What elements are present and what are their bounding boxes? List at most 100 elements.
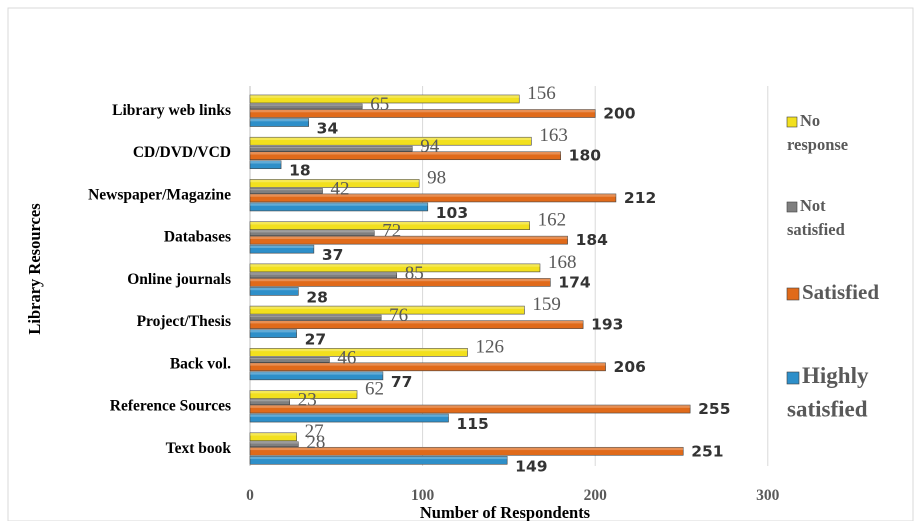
bar-highlight (250, 137, 532, 141)
bar-no-response-databases (249, 221, 530, 230)
y-axis-title: Library Resources (25, 203, 44, 335)
bar-highlight (250, 357, 330, 360)
category-label-databases: Databases (164, 229, 231, 246)
value-label-highly-satisfied-newspaper-magazine: 103 (436, 204, 468, 222)
bar-highlight (250, 320, 584, 324)
bar-highlight (250, 104, 363, 106)
value-label-satisfied-online-journals: 174 (558, 273, 591, 291)
category-label-cd-dvd-vcd: CD/DVD/VCD (133, 144, 231, 161)
bar-satisfied-library-web-links (249, 109, 596, 118)
value-label-satisfied-reference-sources: 255 (698, 400, 730, 418)
legend-label-satisfied: Satisfied (802, 280, 879, 304)
value-label-no-response-databases: 162 (538, 210, 567, 231)
bar-satisfied-databases (249, 235, 568, 245)
bar-highly-satisfied-online-journals (249, 287, 299, 296)
value-label-highly-satisfied-online-journals: 28 (306, 288, 328, 306)
value-label-highly-satisfied-library-web-links: 34 (317, 120, 339, 138)
bar-satisfied-back-vol (249, 362, 606, 372)
bar-no-response-newspaper-magazine (249, 179, 420, 188)
bar-no-response-project-thesis (249, 305, 525, 315)
x-tick-label: 0 (246, 487, 254, 504)
category-label-reference-sources: Reference Sources (110, 398, 231, 415)
legend-label-no-response: response (787, 135, 848, 154)
value-label-highly-satisfied-cd-dvd-vcd: 18 (289, 162, 311, 180)
value-label-no-response-text-book: 27 (305, 421, 324, 442)
bar-highlight (250, 245, 314, 248)
bar-no-response-text-book (249, 432, 297, 442)
value-label-not-satisfied-text-book: 28 (306, 432, 325, 453)
legend-label-no-response: No (800, 111, 820, 130)
legend-swatch-not-satisfied (786, 201, 798, 213)
category-label-online-journals: Online journals (127, 271, 231, 288)
legend-label-not-satisfied: Not (800, 196, 826, 215)
bar-highlight (250, 371, 383, 375)
bar-highly-satisfied-databases (249, 244, 315, 254)
value-label-highly-satisfied-back-vol: 77 (391, 373, 413, 391)
bar-highlight (250, 109, 596, 113)
legend-label-not-satisfied: satisfied (787, 220, 845, 239)
bar-highlight (250, 272, 397, 275)
x-axis-title: Number of Respondents (420, 503, 591, 521)
bar-highlight (250, 390, 358, 394)
bar-satisfied-project-thesis (249, 320, 584, 329)
bar-highlight (250, 441, 299, 444)
bar-highlight (250, 315, 382, 317)
bar-no-response-reference-sources (249, 390, 358, 399)
value-label-satisfied-text-book: 251 (691, 442, 723, 460)
bar-highlight (250, 146, 413, 148)
bar-highlight (250, 456, 508, 460)
value-label-not-satisfied-databases: 72 (382, 221, 401, 242)
bar-satisfied-cd-dvd-vcd (249, 151, 561, 161)
value-label-highly-satisfied-project-thesis: 27 (305, 331, 327, 349)
bar-highly-satisfied-project-thesis (249, 329, 297, 338)
value-label-satisfied-cd-dvd-vcd: 180 (569, 147, 602, 165)
value-label-no-response-newspaper-magazine: 98 (427, 167, 446, 188)
value-label-no-response-online-journals: 168 (548, 252, 577, 273)
bar-highlight (250, 306, 525, 309)
value-label-not-satisfied-back-vol: 46 (337, 347, 356, 368)
bar-highlight (250, 278, 551, 282)
category-label-newspaper-magazine: Newspaper/Magazine (88, 186, 231, 203)
bar-not-satisfied-reference-sources (249, 399, 290, 405)
value-label-satisfied-library-web-links: 200 (603, 105, 636, 123)
bar-highly-satisfied-back-vol (249, 371, 384, 381)
value-label-highly-satisfied-databases: 37 (322, 246, 344, 264)
value-label-highly-satisfied-reference-sources: 115 (456, 415, 488, 433)
value-label-satisfied-newspaper-magazine: 212 (624, 189, 656, 207)
bar-not-satisfied-newspaper-magazine (249, 188, 323, 194)
bar-satisfied-reference-sources (249, 404, 691, 414)
value-label-not-satisfied-reference-sources: 23 (298, 390, 317, 411)
bar-highlight (250, 179, 420, 183)
value-label-no-response-project-thesis: 159 (532, 294, 561, 315)
legend-swatch-highly-satisfied (786, 371, 800, 385)
bar-highlight (250, 405, 691, 408)
value-label-not-satisfied-online-journals: 85 (405, 263, 424, 284)
bar-highlight (250, 263, 540, 267)
bar-highlight (250, 230, 375, 233)
bar-no-response-back-vol (249, 348, 468, 357)
bar-highlight (250, 202, 428, 206)
legend-label-highly-satisfied: Highly (802, 363, 869, 388)
value-label-satisfied-back-vol: 206 (614, 358, 646, 376)
value-label-highly-satisfied-text-book: 149 (515, 457, 547, 475)
x-tick-label: 200 (584, 487, 608, 504)
bar-not-satisfied-databases (249, 230, 375, 236)
bar-highly-satisfied-cd-dvd-vcd (249, 160, 282, 170)
bar-not-satisfied-cd-dvd-vcd (249, 145, 413, 152)
value-label-not-satisfied-newspaper-magazine: 42 (330, 178, 349, 199)
bar-highlight (250, 399, 290, 402)
value-label-satisfied-databases: 184 (576, 231, 609, 249)
bar-highly-satisfied-library-web-links (249, 118, 309, 127)
bar-highly-satisfied-text-book (249, 455, 508, 465)
bar-highly-satisfied-reference-sources (249, 413, 449, 423)
bar-highlight (250, 236, 568, 239)
value-label-no-response-back-vol: 126 (475, 336, 504, 357)
bar-highlight (250, 329, 297, 333)
bar-not-satisfied-text-book (249, 441, 299, 448)
bar-highlight (250, 414, 449, 417)
value-label-no-response-reference-sources: 62 (365, 379, 384, 400)
legend-label-highly-satisfied: satisfied (787, 396, 868, 421)
x-tick-label: 100 (411, 487, 435, 504)
bar-highlight (250, 287, 299, 291)
